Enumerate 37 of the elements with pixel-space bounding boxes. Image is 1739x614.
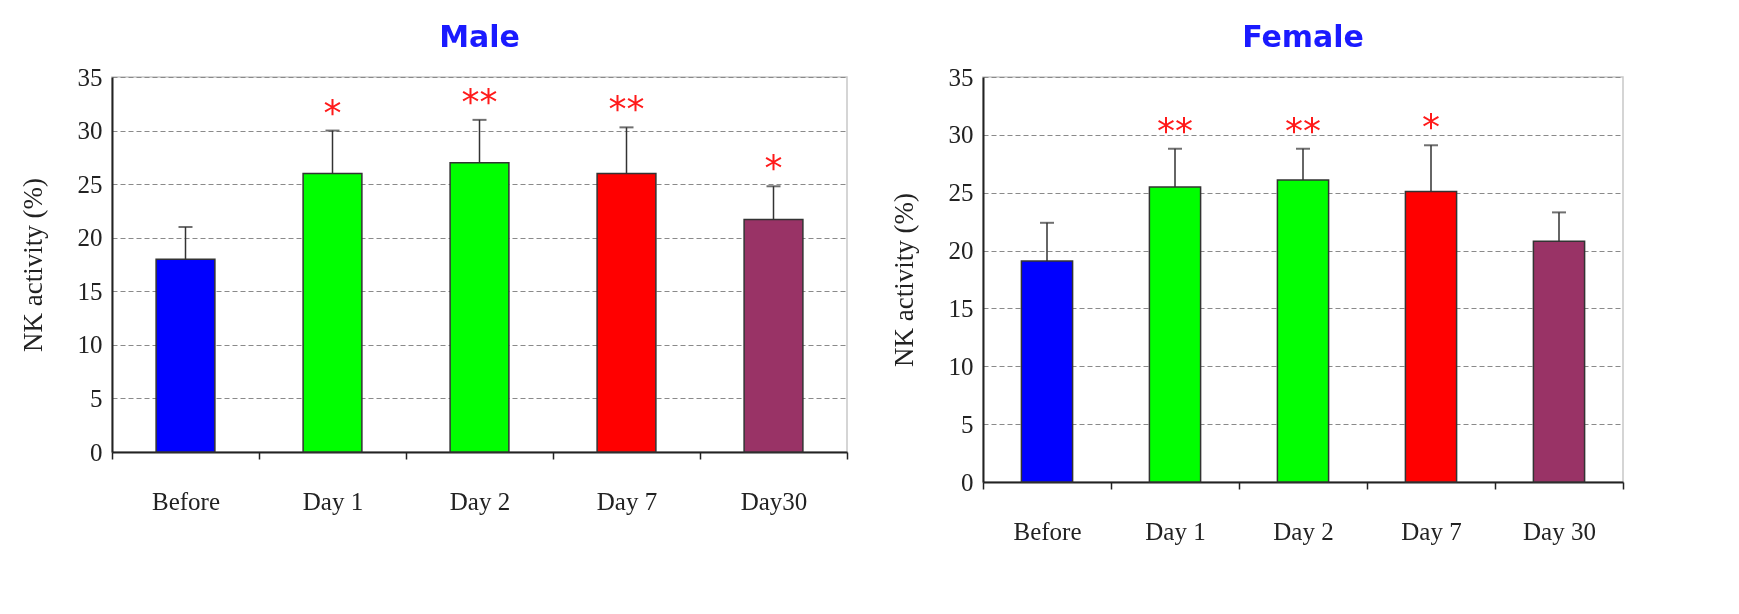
y-tick-label: 0: [961, 468, 974, 496]
annotation: *: [1422, 106, 1440, 148]
y-tick-label: 25: [77, 170, 103, 198]
annotation: **: [461, 80, 498, 122]
x-tick-label: Before: [1013, 517, 1082, 545]
annotation: *: [323, 91, 342, 133]
y-tick-label: 25: [948, 179, 974, 207]
annotation: **: [1285, 109, 1321, 151]
x-tick-label: Day 30: [1523, 517, 1596, 545]
chart-title: Female: [1242, 19, 1364, 54]
x-tick-label: Day 1: [302, 487, 364, 515]
y-tick-label: 20: [77, 224, 103, 252]
y-tick-label: 35: [77, 63, 103, 91]
y-axis-title: NK activity (%): [888, 193, 919, 367]
y-tick-label: 15: [77, 277, 103, 305]
annotation: **: [1157, 109, 1193, 151]
x-tick-label: Day 1: [1145, 517, 1206, 545]
x-tick-label: Day30: [740, 487, 808, 515]
y-tick-label: 5: [961, 410, 974, 438]
y-tick-label: 5: [90, 384, 103, 412]
y-tick-label: 35: [948, 63, 974, 91]
x-tick-label: Day 7: [1401, 517, 1462, 545]
y-tick-label: 30: [77, 117, 103, 145]
annotation: **: [608, 88, 645, 130]
y-tick-label: 15: [948, 294, 974, 322]
y-tick-label: 10: [948, 352, 974, 380]
annotation: *: [764, 147, 783, 189]
chart-title: Male: [439, 19, 520, 54]
x-tick-label: Day 2: [449, 487, 511, 515]
y-tick-label: 10: [77, 331, 103, 359]
y-axis-title: NK activity (%): [17, 178, 48, 352]
y-tick-label: 0: [90, 438, 103, 466]
y-tick-label: 30: [948, 121, 974, 149]
y-tick-label: 20: [948, 237, 974, 265]
x-tick-label: Before: [151, 487, 221, 515]
x-tick-label: Day 2: [1273, 517, 1334, 545]
x-tick-label: Day 7: [596, 487, 658, 515]
